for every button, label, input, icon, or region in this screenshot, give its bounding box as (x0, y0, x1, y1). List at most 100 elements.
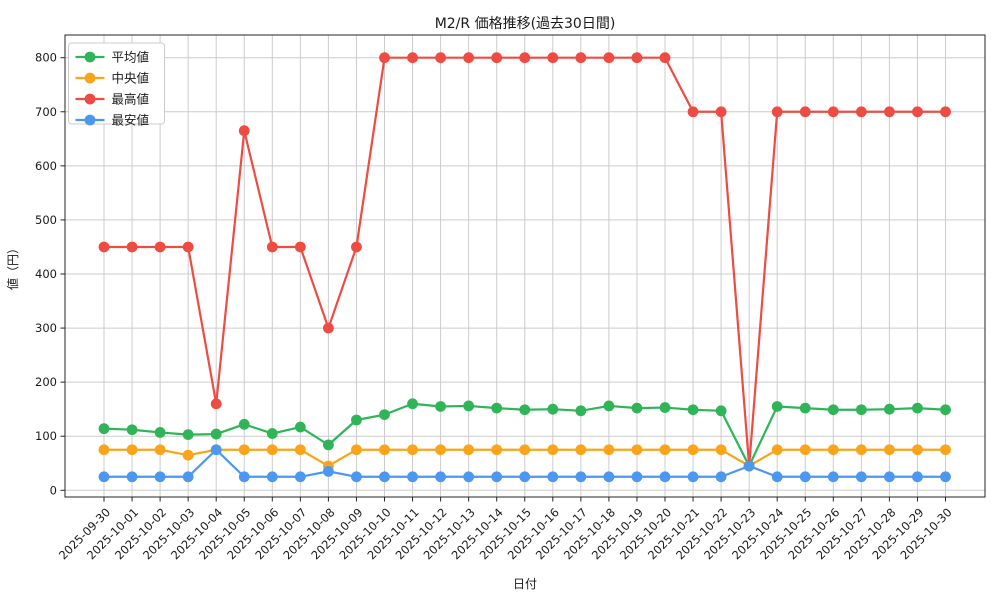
data-point-average (659, 402, 671, 413)
data-point-average (631, 402, 643, 414)
data-point-median (715, 444, 727, 456)
data-point-average (351, 414, 362, 426)
data-point-median (491, 444, 503, 456)
legend-item-median: 中央値 (75, 71, 149, 86)
data-point-median (940, 444, 951, 456)
data-point-max (154, 241, 166, 253)
data-point-median (351, 444, 362, 456)
data-point-median (603, 444, 615, 456)
data-point-max (715, 106, 727, 118)
data-point-min (266, 471, 278, 483)
data-point-average (491, 402, 503, 414)
data-point-max (884, 106, 895, 118)
chart-title: M2/R 価格推移(過去30日間) (435, 16, 616, 32)
data-point-max (912, 106, 923, 118)
data-point-median (659, 444, 671, 456)
data-point-average (912, 402, 923, 414)
data-point-average (603, 400, 615, 412)
legend-marker-max (84, 93, 96, 105)
data-point-min (715, 471, 727, 483)
y-axis-label: 値（円） (5, 242, 20, 290)
y-tick-label: 0 (50, 483, 57, 497)
y-tick-label: 200 (35, 375, 57, 389)
data-point-average (855, 404, 867, 416)
legend-marker-median (84, 72, 96, 84)
data-point-median (771, 444, 783, 456)
data-point-min (351, 471, 362, 483)
legend-item-min: 最安値 (75, 113, 150, 128)
data-point-median (154, 444, 166, 456)
data-point-max (855, 106, 867, 118)
data-point-average (294, 421, 306, 433)
y-tick-label: 800 (35, 51, 57, 65)
data-point-min (294, 471, 306, 483)
data-point-min (154, 471, 166, 483)
data-point-average (323, 439, 334, 451)
data-point-median (407, 444, 418, 456)
data-point-max (491, 52, 503, 64)
data-point-min (743, 460, 755, 472)
data-point-average (463, 400, 475, 412)
data-point-median (294, 444, 306, 456)
series (98, 52, 951, 483)
data-point-min (323, 465, 334, 477)
data-point-min (435, 471, 446, 483)
data-point-max (687, 106, 699, 118)
data-point-min (884, 471, 895, 483)
data-point-max (827, 106, 839, 118)
data-point-min (799, 471, 811, 483)
legend-item-average: 平均値 (75, 50, 150, 65)
data-point-average (210, 428, 222, 440)
data-point-max (379, 52, 390, 64)
y-tick-label: 600 (35, 159, 57, 173)
data-point-min (463, 471, 475, 483)
data-point-median (827, 444, 839, 456)
data-point-min (603, 471, 615, 483)
data-point-average (687, 404, 699, 416)
data-point-min (238, 471, 250, 483)
data-point-median (884, 444, 895, 456)
data-point-average (547, 403, 559, 415)
data-point-min (547, 471, 559, 483)
data-point-average (182, 429, 194, 441)
data-point-average (238, 418, 250, 430)
data-point-max (575, 52, 587, 64)
data-point-max (210, 398, 222, 410)
data-point-median (238, 444, 250, 456)
data-point-max (182, 241, 194, 253)
data-point-min (407, 471, 418, 483)
data-point-average (519, 404, 531, 416)
data-point-max (631, 52, 643, 64)
legend-item-max: 最高値 (75, 92, 149, 107)
data-point-average (435, 401, 446, 412)
y-tick-label: 100 (35, 429, 57, 443)
y-tick-label: 300 (35, 321, 57, 335)
data-point-max (351, 241, 362, 253)
grid (65, 35, 985, 497)
series-markers-max (98, 52, 951, 472)
data-point-min (940, 471, 951, 483)
data-point-min (98, 471, 110, 483)
data-point-min (126, 471, 138, 483)
data-point-max (407, 52, 418, 64)
data-point-median (547, 444, 559, 456)
data-point-median (182, 449, 194, 461)
data-point-min (771, 471, 783, 483)
data-point-average (98, 423, 110, 435)
data-point-average (771, 401, 783, 412)
data-point-min (687, 471, 699, 483)
data-point-min (210, 444, 222, 456)
data-point-median (98, 444, 110, 456)
data-point-median (855, 444, 867, 456)
legend-label-average: 平均値 (112, 50, 150, 65)
data-point-median (912, 444, 923, 456)
data-point-max (659, 52, 671, 64)
data-point-max (126, 241, 138, 253)
data-point-max (294, 241, 306, 253)
data-point-min (379, 471, 390, 483)
data-point-median (575, 444, 587, 456)
data-point-average (266, 428, 278, 439)
data-point-max (603, 52, 615, 64)
legend-label-min: 最安値 (112, 113, 150, 128)
